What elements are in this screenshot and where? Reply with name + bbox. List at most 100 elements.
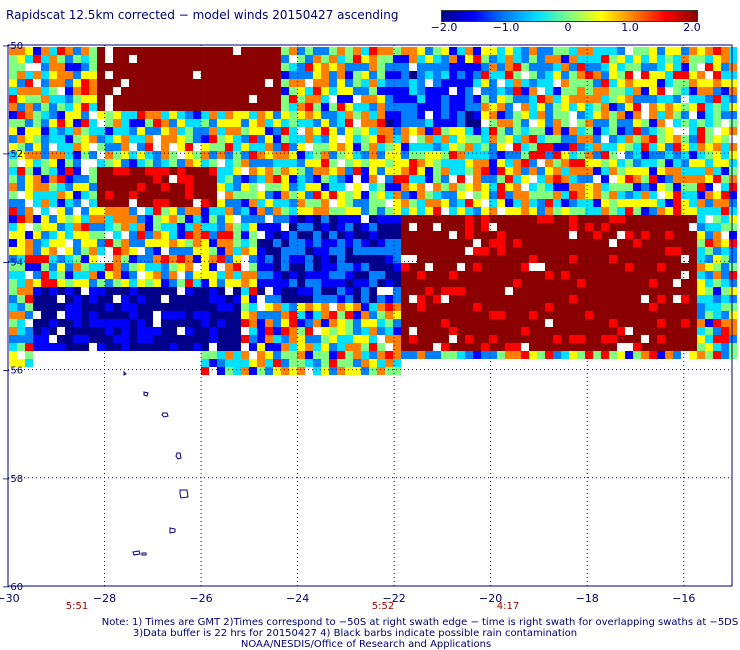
swath-cell: [585, 271, 593, 279]
swath-cell: [473, 199, 481, 207]
swath-cell: [73, 199, 81, 207]
swath-cell: [81, 47, 89, 55]
swath-cell: [729, 303, 737, 311]
swath-cell: [673, 55, 681, 63]
swath-cell: [257, 175, 265, 183]
swath-cell: [113, 151, 121, 159]
swath-cell: [689, 55, 697, 63]
swath-cell: [281, 151, 289, 159]
swath-cell: [425, 151, 433, 159]
swath-cell: [473, 343, 481, 351]
swath-cell: [153, 295, 161, 303]
swath-cell: [201, 55, 209, 63]
swath-cell: [665, 175, 673, 183]
swath-cell: [65, 87, 73, 95]
swath-cell: [89, 215, 97, 223]
swath-cell: [577, 279, 585, 287]
swath-cell: [121, 239, 129, 247]
swath-cell: [97, 343, 105, 351]
swath-cell: [481, 343, 489, 351]
swath-cell: [393, 207, 401, 215]
swath-cell: [681, 167, 689, 175]
swath-cell: [473, 287, 481, 295]
swath-cell: [177, 183, 185, 191]
swath-cell: [385, 239, 393, 247]
swath-cell: [393, 111, 401, 119]
swath-cell: [609, 63, 617, 71]
swath-cell: [153, 119, 161, 127]
swath-cell: [81, 255, 89, 263]
swath-cell: [41, 79, 49, 87]
swath-cell: [697, 303, 705, 311]
swath-cell: [481, 143, 489, 151]
swath-cell: [305, 207, 313, 215]
swath-cell: [689, 287, 697, 295]
swath-cell: [81, 295, 89, 303]
swath-cell: [633, 95, 641, 103]
swath-cell: [145, 327, 153, 335]
swath-cell: [177, 335, 185, 343]
swath-cell: [473, 79, 481, 87]
swath-cell: [169, 183, 177, 191]
swath-cells: [9, 47, 737, 375]
swath-cell: [497, 135, 505, 143]
swath-cell: [353, 151, 361, 159]
swath-cell: [473, 95, 481, 103]
swath-cell: [161, 175, 169, 183]
swath-cell: [281, 135, 289, 143]
swath-cell: [537, 199, 545, 207]
swath-cell: [521, 103, 529, 111]
swath-cell: [97, 287, 105, 295]
swath-cell: [721, 255, 729, 263]
swath-cell: [697, 127, 705, 135]
swath-cell: [641, 167, 649, 175]
swath-cell: [417, 55, 425, 63]
swath-cell: [593, 263, 601, 271]
swath-cell: [577, 303, 585, 311]
swath-cell: [305, 263, 313, 271]
swath-cell: [537, 295, 545, 303]
swath-cell: [649, 231, 657, 239]
axis-labels: −30 −28 −26 −24 −22 −20 −18 −16−50−52−54−56−58−…: [0, 41, 695, 605]
swath-cell: [601, 303, 609, 311]
swath-cell: [401, 271, 409, 279]
swath-cell: [161, 71, 169, 79]
swath-cell: [633, 215, 641, 223]
swath-cell: [609, 71, 617, 79]
swath-cell: [409, 47, 417, 55]
swath-cell: [609, 55, 617, 63]
swath-cell: [681, 207, 689, 215]
swath-cell: [297, 335, 305, 343]
swath-cell: [145, 135, 153, 143]
swath-cell: [497, 63, 505, 71]
swath-cell: [145, 255, 153, 263]
swath-cell: [617, 223, 625, 231]
swath-cell: [425, 327, 433, 335]
swath-cell: [145, 127, 153, 135]
swath-cell: [209, 351, 217, 359]
swath-cell: [529, 159, 537, 167]
swath-cell: [193, 207, 201, 215]
swath-cell: [529, 79, 537, 87]
lat-tick-label: −54: [2, 257, 23, 268]
swath-cell: [665, 55, 673, 63]
swath-cell: [561, 295, 569, 303]
swath-cell: [97, 47, 105, 55]
swath-cell: [241, 199, 249, 207]
swath-cell: [265, 175, 273, 183]
swath-cell: [249, 319, 257, 327]
swath-cell: [369, 311, 377, 319]
swath-cell: [209, 223, 217, 231]
swath-cell: [49, 223, 57, 231]
swath-cell: [193, 279, 201, 287]
swath-cell: [305, 271, 313, 279]
swath-cell: [513, 295, 521, 303]
swath-cell: [353, 247, 361, 255]
swath-cell: [569, 95, 577, 103]
swath-cell: [497, 143, 505, 151]
swath-cell: [705, 47, 713, 55]
swath-cell: [81, 71, 89, 79]
swath-cell: [473, 311, 481, 319]
swath-cell: [705, 175, 713, 183]
swath-cell: [593, 79, 601, 87]
